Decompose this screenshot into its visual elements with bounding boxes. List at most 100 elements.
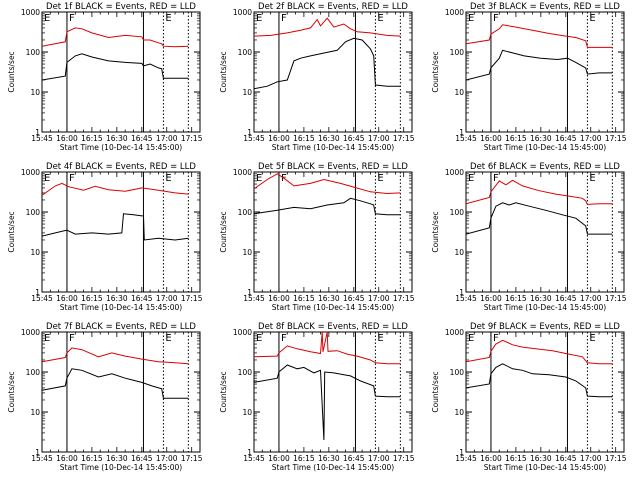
x-tick-label: 17:15 [605,134,627,143]
x-tick-label: 17:00 [580,454,602,463]
x-axis-label: Start Time (10-Dec-14 15:45:00) [484,143,606,152]
y-tick-label: 100 [26,368,41,377]
plot-frame [465,171,625,293]
x-tick-label: 15:45 [455,454,477,463]
x-axis-label: Start Time (10-Dec-14 15:45:00) [484,463,606,472]
x-tick-label: 16:00 [268,454,290,463]
plot-frame [465,331,625,453]
panel-title: Det 9f BLACK = Events, RED = LLD [470,322,620,332]
x-tick-label: 15:45 [455,294,477,303]
x-tick-label: 16:15 [293,454,315,463]
x-tick-label: 17:15 [393,454,415,463]
x-tick-label: 16:15 [293,294,315,303]
x-tick-label: 17:15 [605,454,627,463]
marker-label: E [589,13,595,24]
x-tick-label: 16:15 [293,134,315,143]
y-tick-label: 1000 [445,8,464,17]
series-lld-line [42,347,189,365]
x-tick-label: 16:45 [555,134,577,143]
y-axis-label: Counts/sec [7,371,16,412]
marker-label: E [256,173,262,184]
y-tick-label: 100 [450,368,465,377]
y-tick-label: 10 [454,408,464,417]
panel-det-1: Det 1f BLACK = Events, RED = LLD 1 10 100 10… [7,2,203,152]
y-tick-label: 100 [26,48,41,57]
series-events-line [254,37,401,90]
y-tick-label: 1 [459,448,464,457]
y-axis-label: Counts/sec [219,51,228,92]
x-tick-label: 15:45 [243,454,265,463]
panel-det-8: Det 8f BLACK = Events, RED = LLD 1 10 100 10… [219,322,415,472]
panel-det-2: Det 2f BLACK = Events, RED = LLD 1 10 100 10… [219,2,415,152]
plot-frame [253,171,413,293]
panel-title: Det 2f BLACK = Events, RED = LLD [258,2,408,12]
x-tick-label: 16:30 [106,294,128,303]
x-tick-label: 15:45 [31,134,53,143]
series-events-line [42,53,189,81]
panel-det-9: Det 9f BLACK = Events, RED = LLD 1 10 100 10… [431,322,627,472]
y-axis-label: Counts/sec [219,371,228,412]
y-tick-label: 1 [35,288,40,297]
x-tick-label: 17:00 [156,454,178,463]
y-tick-label: 1 [459,128,464,137]
y-tick-label: 1000 [21,168,40,177]
x-tick-label: 16:15 [505,294,527,303]
y-tick-label: 1000 [445,168,464,177]
series-events-line [42,368,189,399]
plot-frame [465,11,625,133]
plot-frame [253,331,413,453]
x-tick-label: 16:15 [505,454,527,463]
x-tick-label: 17:00 [368,294,390,303]
marker-label: E [44,173,50,184]
x-tick-label: 16:30 [530,294,552,303]
series-lld-line [254,173,401,195]
y-axis-label: Counts/sec [431,51,440,92]
x-axis-label: Start Time (10-Dec-14 15:45:00) [60,303,182,312]
marker-label: E [44,13,50,24]
y-tick-label: 10 [30,248,40,257]
x-tick-label: 16:00 [268,134,290,143]
marker-label: E [165,13,171,24]
x-tick-label: 16:45 [131,134,153,143]
series-lld-line [466,24,613,48]
marker-label: E [468,333,474,344]
y-tick-label: 10 [242,408,252,417]
y-tick-label: 100 [238,368,253,377]
marker-label: F [69,13,75,24]
marker-label: E [165,173,171,184]
plot-frame [41,331,201,453]
panel-title: Det 1f BLACK = Events, RED = LLD [46,2,196,12]
y-tick-label: 1000 [233,8,252,17]
y-tick-label: 10 [30,88,40,97]
y-tick-label: 10 [454,248,464,257]
marker-label: E [377,173,383,184]
marker-label: E [377,333,383,344]
y-tick-label: 10 [30,408,40,417]
marker-label: E [165,333,171,344]
plot-frame [41,171,201,293]
y-axis-label: Counts/sec [7,211,16,252]
y-tick-label: 10 [242,248,252,257]
panel-det-7: Det 7f BLACK = Events, RED = LLD 1 10 100 10… [7,322,203,472]
y-tick-label: 100 [26,208,41,217]
x-tick-label: 16:30 [530,134,552,143]
panel-title: Det 8f BLACK = Events, RED = LLD [258,322,408,332]
marker-label: F [69,173,75,184]
series-lld-line [254,332,401,365]
series-events-line [42,213,189,241]
y-tick-label: 1 [247,288,252,297]
marker-label: E [377,13,383,24]
y-tick-label: 100 [238,48,253,57]
x-tick-label: 16:00 [56,294,78,303]
y-axis-label: Counts/sec [7,51,16,92]
x-tick-label: 16:45 [343,134,365,143]
series-lld-line [466,339,613,365]
marker-label: F [493,333,499,344]
series-events-line [254,197,401,216]
y-tick-label: 1000 [233,328,252,337]
x-axis-label: Start Time (10-Dec-14 15:45:00) [484,303,606,312]
x-tick-label: 16:00 [56,454,78,463]
x-tick-label: 15:45 [31,294,53,303]
x-tick-label: 17:00 [368,454,390,463]
x-tick-label: 16:30 [318,294,340,303]
